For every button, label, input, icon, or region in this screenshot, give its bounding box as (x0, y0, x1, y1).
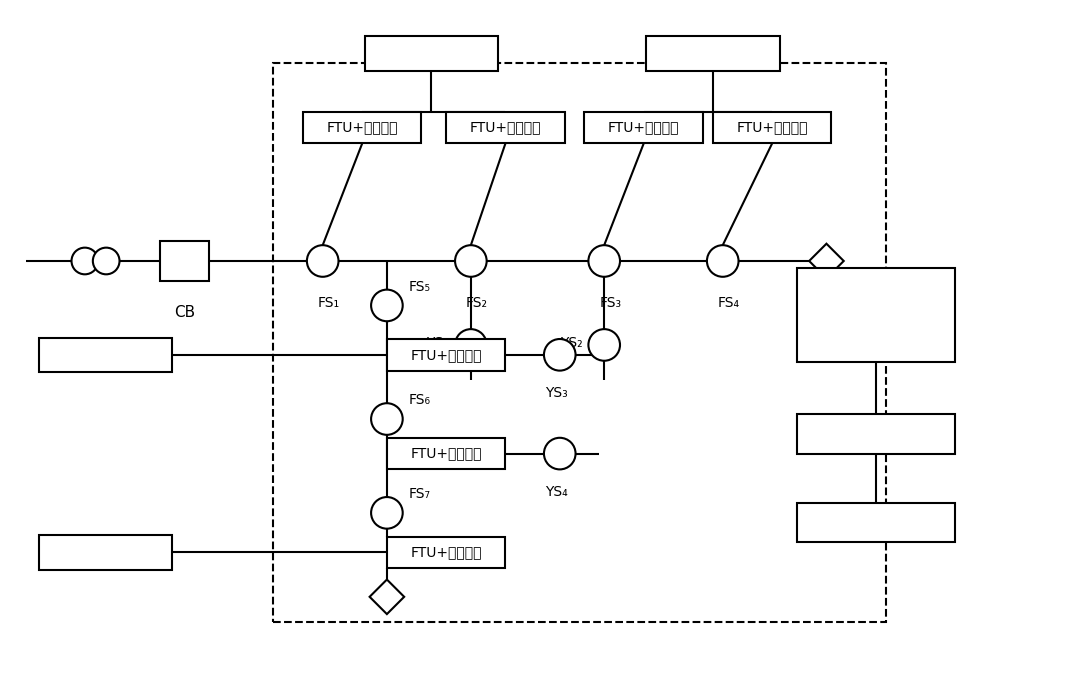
Bar (713, 112, 832, 143)
Text: 网络交换机: 网络交换机 (855, 515, 896, 530)
Text: FTU+模拟开关: FTU+模拟开关 (326, 120, 397, 135)
Bar (365, 36, 498, 71)
Text: 仿真平台: 仿真平台 (858, 308, 894, 323)
Bar (160, 241, 210, 281)
Text: FS₅: FS₅ (408, 279, 431, 294)
Circle shape (544, 339, 576, 371)
Bar (797, 414, 955, 454)
Bar (387, 339, 505, 371)
Text: FS₄: FS₄ (718, 296, 740, 309)
Circle shape (372, 290, 403, 321)
Text: YS₃: YS₃ (545, 386, 568, 401)
Text: 故障同步装置T₄: 故障同步装置T₄ (73, 545, 137, 560)
Circle shape (71, 248, 98, 274)
Text: YS₂: YS₂ (559, 336, 582, 350)
Bar (584, 112, 703, 143)
Bar (797, 503, 955, 543)
Circle shape (307, 245, 338, 277)
Text: FTU+模拟开关: FTU+模拟开关 (608, 120, 679, 135)
Polygon shape (369, 579, 404, 614)
Text: 故障同步装置T₁: 故障同步装置T₁ (400, 46, 463, 61)
Polygon shape (809, 243, 843, 278)
Text: FS₇: FS₇ (408, 487, 431, 501)
Text: 故障同步装置T₃: 故障同步装置T₃ (73, 347, 137, 362)
Circle shape (93, 248, 120, 274)
Text: FS₆: FS₆ (408, 393, 431, 407)
Bar (273, 63, 886, 622)
Text: YS₁: YS₁ (427, 336, 449, 350)
Bar (303, 112, 421, 143)
Text: YS₄: YS₄ (545, 486, 568, 499)
Text: FTU+模拟开关: FTU+模拟开关 (410, 545, 482, 560)
Circle shape (455, 329, 487, 361)
Bar (797, 269, 955, 362)
Text: CB: CB (174, 305, 195, 320)
Text: 故障同步装置T₂: 故障同步装置T₂ (680, 46, 745, 61)
Text: FS₂: FS₂ (465, 296, 488, 309)
Text: FS₁: FS₁ (318, 296, 340, 309)
Text: FTU+模拟开关: FTU+模拟开关 (410, 347, 482, 362)
Bar (387, 438, 505, 469)
Bar (39, 535, 172, 570)
Text: FS₃: FS₃ (599, 296, 621, 309)
Circle shape (372, 403, 403, 435)
Text: 前置服务器: 前置服务器 (855, 427, 896, 441)
Circle shape (589, 329, 620, 361)
Circle shape (455, 245, 487, 277)
Text: FTU+模拟开关: FTU+模拟开关 (410, 447, 482, 460)
Text: FTU+模拟开关: FTU+模拟开关 (470, 120, 541, 135)
Circle shape (372, 497, 403, 528)
Bar (446, 112, 565, 143)
Circle shape (544, 438, 576, 469)
Bar (39, 337, 172, 372)
Circle shape (707, 245, 739, 277)
Circle shape (589, 245, 620, 277)
Text: FTU+模拟开关: FTU+模拟开关 (737, 120, 808, 135)
Bar (387, 537, 505, 568)
Bar (646, 36, 780, 71)
